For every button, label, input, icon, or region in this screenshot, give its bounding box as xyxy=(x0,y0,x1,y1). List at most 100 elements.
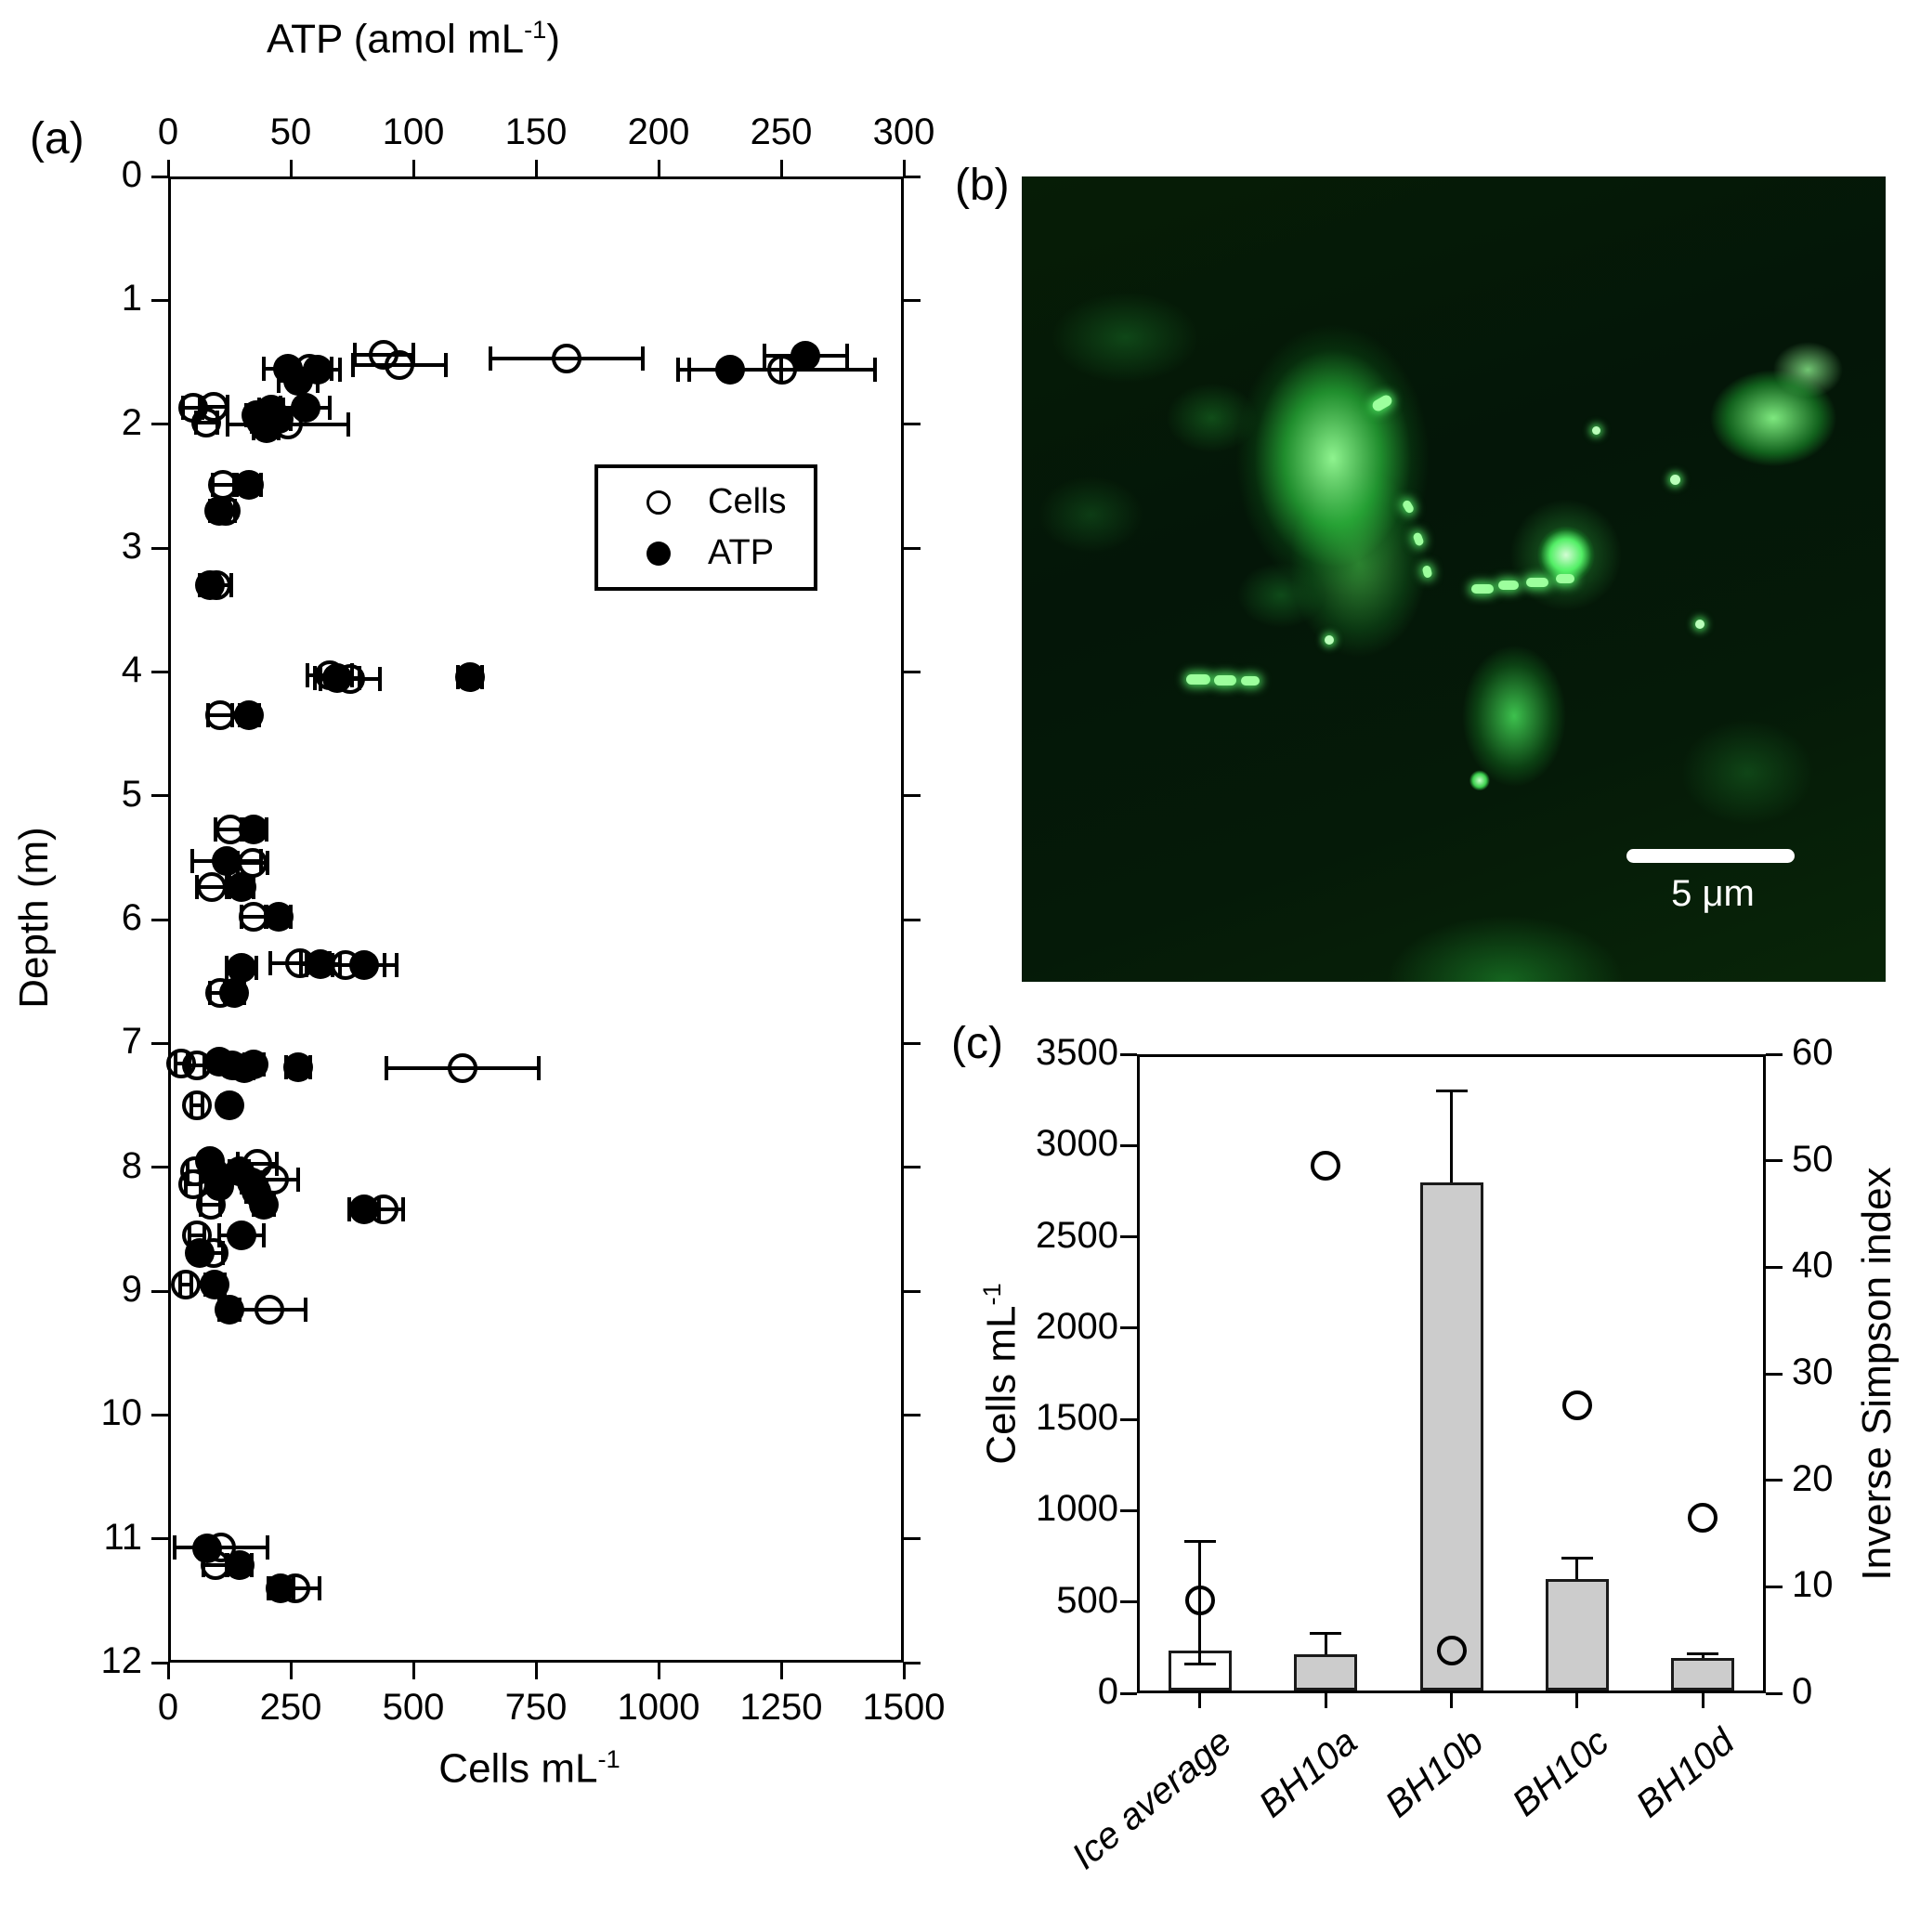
c-right-axis-tick-label: 20 xyxy=(1792,1457,1834,1499)
axis-title-cells: Cells mL-1 xyxy=(251,1744,808,1793)
error-bar-cap xyxy=(172,1535,176,1560)
error-bar-cap xyxy=(873,358,878,382)
depth-axis-tick-right xyxy=(904,423,921,426)
atp-axis-tick xyxy=(289,160,293,176)
c-left-axis-tick xyxy=(1120,1235,1137,1239)
atp-data-point xyxy=(224,1549,255,1580)
error-bar-cap xyxy=(268,950,273,975)
fluorescence-micrograph: 5 μm xyxy=(1022,176,1886,982)
depth-axis-tick-label: 10 xyxy=(100,1392,143,1434)
depth-axis-tick xyxy=(151,1661,168,1664)
c-left-axis-tick xyxy=(1120,1600,1137,1604)
cell-dot xyxy=(1669,474,1680,485)
simpson-index-point xyxy=(1561,1390,1592,1421)
c-left-axis-tick-label: 0 xyxy=(1097,1671,1118,1712)
axis-title-depth: Depth (m) xyxy=(11,827,57,1009)
c-left-axis-tick-label: 500 xyxy=(1056,1579,1118,1621)
c-right-axis-tick xyxy=(1766,1052,1783,1056)
cells-axis-tick xyxy=(411,1663,415,1679)
depth-axis-tick xyxy=(151,918,168,921)
atp-data-point xyxy=(263,902,294,933)
bar-error-line xyxy=(1324,1633,1327,1654)
depth-axis-tick-label: 1 xyxy=(121,278,142,320)
cells-axis-tick xyxy=(166,1663,170,1679)
depth-axis-tick-label: 9 xyxy=(121,1269,142,1310)
error-bar-cap xyxy=(328,396,333,421)
atp-data-point xyxy=(305,949,335,979)
c-right-axis-tick-label: 30 xyxy=(1792,1351,1834,1392)
cells-data-point xyxy=(767,355,798,385)
error-bar-cap xyxy=(384,1056,388,1080)
atp-data-point xyxy=(714,355,745,385)
atp-axis-tick xyxy=(166,160,170,176)
cell-chain-segment xyxy=(1555,574,1574,584)
summary-bar xyxy=(1671,1657,1735,1690)
error-bar-cap xyxy=(225,411,229,437)
atp-data-point xyxy=(290,393,320,424)
error-bar-cap xyxy=(394,953,398,978)
cell-chain-segment xyxy=(1421,565,1433,580)
c-left-axis-tick-label: 3500 xyxy=(1036,1032,1118,1073)
c-category-tick xyxy=(1450,1693,1453,1708)
c-left-axis-tick xyxy=(1120,1326,1137,1330)
cells-axis-tick-label: 1000 xyxy=(617,1687,700,1728)
error-bar-cap xyxy=(337,358,342,382)
c-right-axis-tick xyxy=(1766,1585,1783,1588)
cells-data-point xyxy=(447,1053,477,1083)
error-bar-cap xyxy=(400,1197,405,1221)
error-bar-cap xyxy=(845,344,850,369)
depth-axis-tick xyxy=(151,1041,168,1045)
c-right-axis-tick-label: 0 xyxy=(1792,1671,1813,1712)
atp-data-point xyxy=(204,496,235,526)
depth-axis-tick xyxy=(151,298,168,302)
depth-axis-tick-right xyxy=(904,918,921,921)
panel-a-label: (a) xyxy=(30,114,85,163)
simpson-index-point xyxy=(1436,1636,1467,1666)
atp-data-point xyxy=(227,1221,257,1250)
cells-axis-tick-label: 0 xyxy=(157,1687,179,1728)
c-category-label: BH10a xyxy=(1251,1721,1365,1826)
depth-axis-tick-right xyxy=(904,794,921,798)
cells-axis-tick-label: 1500 xyxy=(862,1687,946,1728)
axis-title-cells-text: Cells mL xyxy=(438,1745,598,1792)
simpson-index-point xyxy=(1688,1502,1718,1533)
atp-axis-tick xyxy=(411,160,415,176)
figure-page: { "figure": { "panel_a": { "label": "(a)… xyxy=(11,15,1900,1878)
c-category-tick xyxy=(1575,1693,1579,1708)
error-bar-cap xyxy=(351,352,356,377)
cells-data-point xyxy=(254,1295,284,1325)
depth-axis-tick-right xyxy=(904,298,921,302)
atp-axis-tick xyxy=(779,160,783,176)
cells-data-point xyxy=(551,344,581,373)
summary-bar xyxy=(1419,1181,1483,1690)
summary-bar xyxy=(1294,1653,1358,1690)
depth-axis-tick xyxy=(151,1537,168,1541)
c-left-axis-tick-label: 1500 xyxy=(1036,1397,1118,1439)
scale-bar-label: 5 μm xyxy=(1671,872,1755,914)
cells-data-point xyxy=(182,1090,213,1120)
depth-axis-tick-label: 4 xyxy=(121,649,142,691)
c-category-tick xyxy=(1198,1693,1202,1708)
atp-axis-tick-label: 250 xyxy=(750,111,813,152)
atp-axis-tick xyxy=(534,160,538,176)
c-right-axis-tick-label: 10 xyxy=(1792,1564,1834,1606)
depth-axis-tick-label: 12 xyxy=(100,1640,143,1681)
depth-axis-tick-label: 0 xyxy=(121,154,142,195)
cell-chain-segment xyxy=(1401,499,1416,515)
error-bar-cap xyxy=(318,1576,322,1600)
depth-axis-tick-right xyxy=(904,1661,921,1664)
atp-data-point xyxy=(239,814,269,844)
cells-data-point xyxy=(385,349,415,380)
depth-axis-tick xyxy=(151,794,168,798)
bar-error-line xyxy=(1701,1653,1704,1658)
cells-axis-tick-label: 750 xyxy=(504,1687,568,1728)
atp-data-point xyxy=(185,1237,216,1268)
depth-axis-tick-right xyxy=(904,1041,921,1045)
atp-axis-tick-label: 300 xyxy=(872,111,935,152)
atp-data-point xyxy=(322,663,353,693)
depth-axis-tick xyxy=(151,670,168,673)
depth-axis-tick-label: 3 xyxy=(121,526,142,567)
depth-axis-tick-label: 2 xyxy=(121,401,142,443)
error-bar-cap xyxy=(411,343,415,367)
cell-chain-segment xyxy=(1498,581,1520,591)
